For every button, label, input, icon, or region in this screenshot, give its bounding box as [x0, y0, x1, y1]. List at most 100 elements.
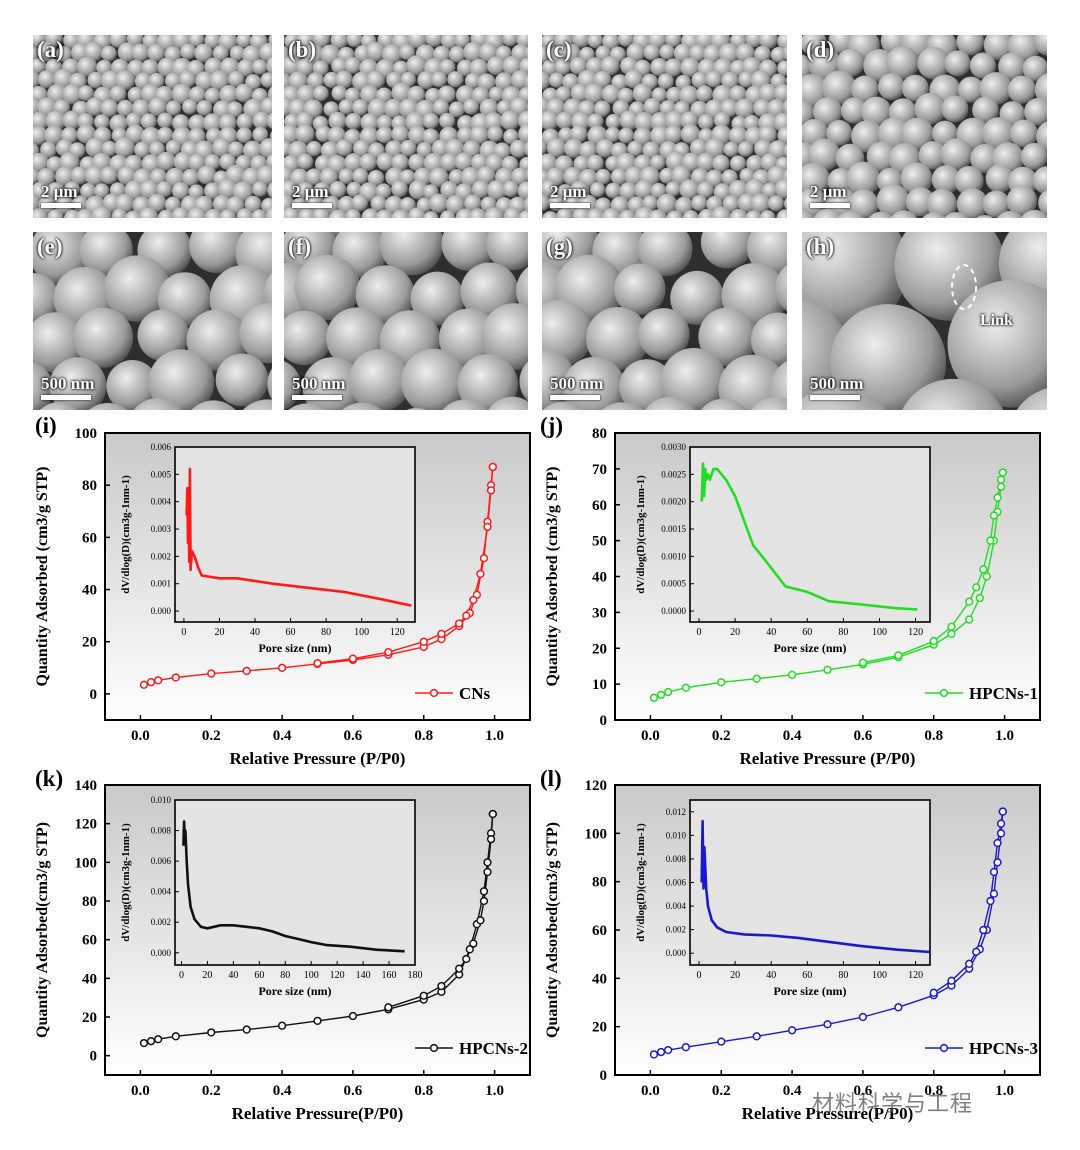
- data-point: [989, 511, 999, 520]
- data-point: [717, 678, 726, 687]
- data-point: [965, 959, 974, 968]
- panel-label: (l): [540, 766, 562, 791]
- data-point: [479, 896, 489, 906]
- data-point: [455, 964, 464, 973]
- y-tick-label: 80: [592, 875, 607, 891]
- pore-size-inset: 0 20 40 60 80 100 120 0.000 0.001 0.002 0.003 0.004…: [120, 442, 416, 655]
- data-point: [437, 981, 446, 991]
- x-tick-label: 1.0: [485, 728, 504, 744]
- x-tick-label: 0.2: [712, 728, 731, 744]
- pore-size-inset: 0 20 40 60 80 100 120 0.0000 0.0005 0.0010 0.0015 0…: [635, 442, 931, 655]
- plot-frame: [104, 432, 531, 721]
- sem-particles: [542, 232, 787, 410]
- sem-particles: [542, 35, 787, 218]
- sem-particles: [33, 35, 272, 218]
- data-point: [993, 858, 1002, 867]
- link-highlight-ellipse: [951, 264, 977, 310]
- x-tick-label: 0.2: [712, 1083, 731, 1099]
- inset-y-tick-label: 0.002: [666, 925, 686, 935]
- inset-x-tick-label: 120: [390, 627, 405, 638]
- sem-image-panel: (g) 500 nm: [542, 232, 787, 410]
- inset-frame: [689, 446, 931, 623]
- x-axis-label: Relative Pressure(P/P0): [232, 1104, 404, 1123]
- inset-y-tick-label: 0.0020: [661, 497, 686, 507]
- inset-x-tick-label: 80: [321, 627, 331, 638]
- y-tick-label: 0: [600, 713, 608, 729]
- inset-x-tick-label: 0: [179, 970, 184, 981]
- data-point: [858, 1012, 868, 1022]
- data-point: [649, 1050, 659, 1059]
- data-point: [982, 572, 992, 581]
- x-tick-label: 0.8: [924, 728, 943, 744]
- sem-particles: [33, 232, 272, 410]
- inset-x-tick-label: 80: [838, 970, 848, 981]
- inset-background: [690, 447, 930, 622]
- sem-particles: [284, 35, 528, 218]
- data-point: [469, 939, 478, 948]
- data-point: [462, 954, 471, 964]
- panel-label: (e): [37, 234, 63, 259]
- y-tick-label: 0: [600, 1068, 608, 1084]
- data-point: [947, 629, 956, 639]
- data-point: [998, 468, 1007, 477]
- data-point: [979, 925, 988, 935]
- data-point: [979, 565, 988, 574]
- inset-x-tick-label: 20: [730, 970, 740, 981]
- sem-image-panel: (e) 500 nm: [33, 232, 272, 410]
- data-point: [965, 615, 974, 624]
- pore-size-curve: [185, 467, 412, 607]
- data-point: [313, 1016, 322, 1026]
- inset-x-tick-label: 60: [254, 970, 264, 981]
- data-point: [483, 522, 492, 532]
- data-point: [488, 809, 497, 819]
- data-point: [483, 867, 492, 877]
- data-point: [986, 536, 995, 545]
- inset-y-axis-label: dV/dlog(D)(cm3g-1nm-1): [635, 823, 647, 942]
- x-tick-label: 0.6: [854, 728, 873, 744]
- y-tick-label: 120: [585, 778, 608, 794]
- link-annotation: Link: [980, 312, 1013, 329]
- data-point: [384, 1003, 393, 1012]
- sem-particles: [284, 232, 528, 410]
- scale-bar: 500 nm: [292, 374, 345, 400]
- inset-y-tick-label: 0.008: [666, 854, 687, 864]
- inset-x-tick-label: 40: [766, 970, 776, 981]
- data-point: [348, 654, 358, 663]
- y-tick-label: 40: [82, 583, 97, 599]
- inset-y-tick-label: 0.006: [666, 878, 687, 888]
- data-point: [277, 663, 287, 672]
- inset-x-tick-label: 60: [802, 627, 812, 638]
- x-tick-label: 0.8: [414, 728, 433, 744]
- isotherm-chart-HPCNs-3: (l) 0.0 0.2 0.4 0.6 0.8 1.0 0 20 40 60 80 100 120 Rela…: [540, 766, 1041, 1123]
- inset-y-tick-label: 0.004: [151, 497, 172, 507]
- y-tick-label: 40: [82, 971, 97, 987]
- inset-x-tick-label: 0: [181, 627, 186, 638]
- inset-y-tick-label: 0.0015: [661, 524, 686, 534]
- scale-bar: 2 μm: [810, 182, 850, 208]
- data-point: [476, 916, 485, 925]
- y-tick-label: 60: [82, 530, 97, 546]
- data-point: [989, 867, 999, 877]
- inset-y-axis-label: dV/dlog(D)(cm3g-1nm-1): [120, 475, 132, 594]
- data-point: [858, 658, 868, 667]
- inset-x-axis-label: Pore size (nm): [773, 641, 846, 655]
- y-tick-label: 40: [592, 570, 607, 586]
- sem-image-panel: (b) 2 μm: [284, 35, 528, 218]
- data-point: [469, 595, 478, 605]
- x-tick-label: 0.0: [641, 728, 660, 744]
- data-point: [993, 493, 1002, 502]
- x-tick-label: 1.0: [995, 1083, 1014, 1099]
- data-point: [207, 669, 216, 678]
- data-point: [348, 1011, 358, 1021]
- x-axis-label: Relative Pressure(P/P0): [742, 1104, 914, 1123]
- x-tick-label: 0.8: [924, 1083, 943, 1099]
- data-point: [479, 887, 489, 896]
- data-point: [972, 583, 981, 592]
- data-point: [153, 676, 163, 685]
- y-tick-label: 140: [75, 778, 98, 794]
- y-axis-label: Quantity Adsorbed(cm3/g STP): [34, 822, 51, 1038]
- data-point: [476, 569, 485, 579]
- panel-label: (i): [35, 413, 57, 438]
- inset-x-tick-label: 140: [356, 970, 371, 981]
- data-point: [419, 637, 428, 646]
